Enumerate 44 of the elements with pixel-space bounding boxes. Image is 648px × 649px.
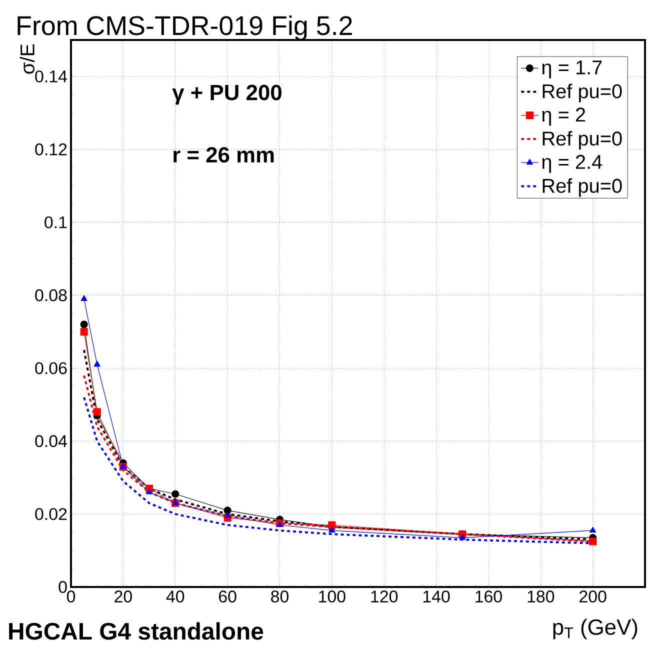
x-tick-label: 60 (218, 590, 236, 603)
point (94, 360, 100, 367)
legend-label: η = 2 (542, 108, 586, 126)
point (224, 512, 231, 518)
point (172, 490, 180, 498)
y-tick-label: 0.04 (35, 435, 67, 448)
point (80, 328, 88, 336)
x-tick-label: 160 (476, 590, 502, 603)
point (459, 534, 466, 540)
legend-label: η = 2.4 (542, 154, 602, 173)
annotation: r = 26 mm (174, 147, 274, 163)
point (590, 526, 596, 533)
legend-label: Ref pu=0 (542, 131, 622, 150)
y-tick-label: 0.14 (35, 70, 67, 82)
x-tick-label: 40 (166, 590, 184, 603)
point (146, 488, 153, 494)
point (224, 506, 232, 514)
y-axis-title: σ/E (20, 44, 34, 74)
x-tick-label: 80 (271, 590, 288, 603)
text: HGCAL G4 standalone (9, 622, 264, 640)
x-tick-label: 100 (319, 590, 346, 603)
y-tick-label: 0.12 (35, 143, 67, 156)
annotation: γ + PU 200 (172, 84, 282, 105)
y-tick-label: 0.08 (35, 289, 67, 302)
y-tick-label: 0.06 (35, 362, 67, 374)
legend-label: Ref pu=0 (542, 84, 622, 102)
y-tick-label: 0.02 (35, 508, 67, 520)
point (80, 295, 88, 301)
legend-label: Ref pu=0 (542, 178, 622, 197)
point (328, 526, 336, 533)
legend-label: η = 1.7 (542, 60, 602, 78)
x-tick-label: 180 (528, 590, 554, 603)
x-tick-label: 120 (371, 590, 398, 603)
y-tick-label: 0.1 (44, 216, 67, 228)
point (93, 408, 101, 416)
point (80, 320, 88, 328)
x-tick-label: 140 (423, 590, 450, 603)
chart-title: From CMS-TDR-019 Fig 5.2 (18, 15, 352, 41)
x-tick-label: 20 (114, 590, 132, 603)
point (589, 538, 597, 546)
x-axis-title: p$_{T}$ (GeV) (553, 618, 638, 640)
y-tick-label: 0 (58, 581, 67, 593)
x-tick-label: 200 (580, 590, 606, 603)
x-tick-label: 0 (66, 590, 76, 603)
